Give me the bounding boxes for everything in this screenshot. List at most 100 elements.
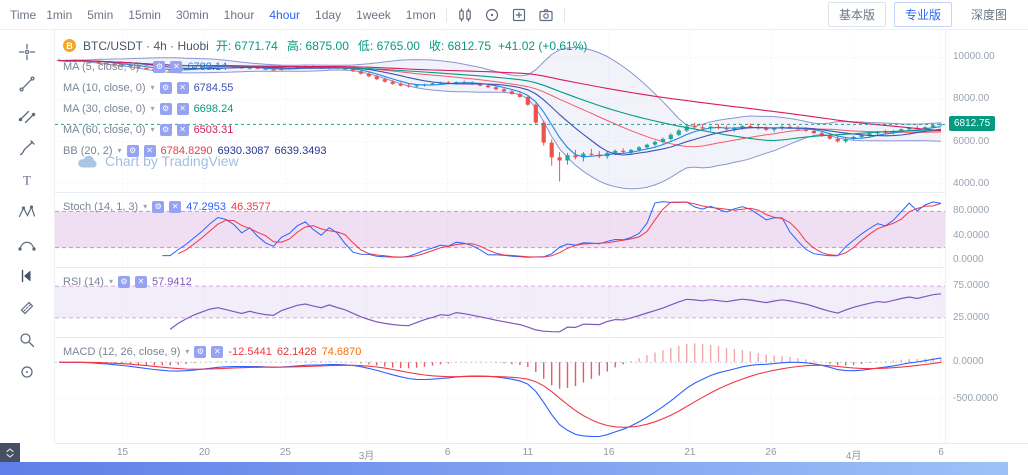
overlay-legend-2: MA (30, close, 0) ▾ ⚙ ✕ 6698.24 — [63, 98, 327, 119]
time-axis-label: 21 — [684, 447, 696, 458]
interval-30min[interactable]: 30min — [175, 7, 209, 22]
version-tab-3[interactable]: 深度图 — [959, 2, 1018, 27]
parallel-channel-icon[interactable] — [14, 106, 40, 126]
macd-legend-caret-icon[interactable]: ▾ — [185, 347, 190, 356]
overlay-legend-1-value-0: 6784.55 — [193, 81, 234, 94]
axis-label: 80.0000 — [953, 205, 990, 217]
stoch-legend-caret-icon[interactable]: ▾ — [143, 202, 148, 211]
macd-pane[interactable] — [55, 337, 945, 443]
price-pane[interactable] — [55, 30, 945, 192]
overlay-legend-0-value-0: 6788.14 — [187, 60, 228, 73]
interval-1hour[interactable]: 1hour — [223, 7, 255, 22]
price-axis[interactable]: 10000.00 8000.00 6000.00 4000.00 6812.75 80.0… — [945, 30, 1028, 443]
time-axis-label: 4月 — [845, 451, 862, 462]
macd-legend: MACD (12, 26, close, 9) ▾ ⚙ ✕ -12.5441 62.142… — [63, 341, 361, 362]
overlay-legend-0-settings-icon[interactable]: ⚙ — [153, 60, 166, 73]
rsi-legend-caret-icon[interactable]: ▾ — [108, 277, 113, 286]
overlay-legend-4-value-1: 6930.3087 — [217, 144, 270, 157]
overlay-legend-0-label: MA (5, close, 0) — [63, 60, 140, 73]
chart-style-icon[interactable] — [457, 7, 473, 23]
chart-tool-icons — [457, 7, 554, 23]
ruler-icon[interactable] — [14, 298, 40, 318]
pane-separator[interactable] — [55, 192, 1028, 193]
interval-1week[interactable]: 1week — [356, 7, 391, 22]
overlay-legend-3-value-0: 6503.31 — [193, 123, 234, 136]
overlay-legend-4-caret-icon[interactable]: ▾ — [117, 146, 122, 155]
pane-separator[interactable] — [55, 267, 1028, 268]
magnifier-icon[interactable] — [14, 330, 40, 350]
overlay-legend-3-caret-icon[interactable]: ▾ — [150, 125, 155, 134]
overlay-legend-4-settings-icon[interactable]: ⚙ — [126, 144, 139, 157]
time-axis-label: 11 — [522, 447, 534, 458]
trend-line-icon[interactable] — [14, 74, 40, 94]
ohlc-values: 开: 6771.74 高: 6875.00 低: 6765.00 收: 6812.75 — [216, 37, 491, 54]
version-tab-1[interactable]: 基本版 — [827, 2, 886, 27]
time-axis-label: 15 — [116, 447, 129, 458]
axis-label: -500.0000 — [953, 393, 999, 405]
axis-label: 40.0000 — [953, 229, 990, 241]
interval-1day[interactable]: 1day — [315, 7, 342, 22]
pane-separator[interactable] — [55, 337, 1028, 338]
axis-label: 0.0000 — [953, 253, 984, 265]
overlay-legend-0: MA (5, close, 0) ▾ ⚙ ✕ 6788.14 — [63, 56, 327, 77]
rsi-legend: RSI (14) ▾ ⚙ ✕ 57.9412 — [63, 271, 192, 292]
horizontal-scrollbar[interactable] — [0, 462, 1008, 475]
interval-selector: 1min 5min 15min 30min 1hour 4hour 1day 1week 1mo… — [46, 8, 436, 22]
toolbar-scroll-button[interactable] — [0, 443, 20, 462]
overlay-legends: MA (5, close, 0) ▾ ⚙ ✕ 6788.14 MA (10, close,… — [63, 56, 327, 161]
time-label: Time — [10, 7, 37, 22]
collapse-toolbar-icon[interactable] — [14, 266, 40, 286]
macd-legend-value-0: -12.5441 — [228, 345, 272, 358]
macd-legend-remove-icon[interactable]: ✕ — [211, 345, 224, 358]
interval-15min[interactable]: 15min — [128, 7, 161, 22]
overlay-legend-0-caret-icon[interactable]: ▾ — [144, 62, 149, 71]
rsi-legend-settings-icon[interactable]: ⚙ — [117, 275, 130, 288]
version-tab-2[interactable]: 专业版 — [893, 2, 952, 27]
compare-icon[interactable] — [511, 7, 527, 23]
marker-tool-icon[interactable] — [14, 362, 40, 382]
time-axis[interactable]: 15 20 25 3月 6 11 16 21 26 4月 6 — [55, 443, 945, 462]
overlay-legend-2-settings-icon[interactable]: ⚙ — [159, 102, 172, 115]
overlay-legend-0-remove-icon[interactable]: ✕ — [170, 60, 183, 73]
overlay-legend-2-value-0: 6698.24 — [193, 102, 234, 115]
text-tool-icon[interactable]: T — [14, 170, 40, 190]
overlay-legend-1-caret-icon[interactable]: ▾ — [150, 83, 155, 92]
rsi-pane[interactable] — [55, 267, 945, 337]
rsi-legend-label: RSI (14) — [63, 275, 104, 288]
overlay-legend-4: BB (20, 2) ▾ ⚙ ✕ 6784.8290 6930.3087 6639.3493 — [63, 140, 327, 161]
xabcd-pattern-icon[interactable] — [14, 202, 40, 222]
stoch-pane[interactable] — [55, 192, 945, 267]
stoch-legend-settings-icon[interactable]: ⚙ — [152, 200, 165, 213]
overlay-legend-3-remove-icon[interactable]: ✕ — [176, 123, 189, 136]
time-axis-label: 16 — [603, 447, 615, 458]
overlay-legend-4-value-2: 6639.3493 — [274, 144, 327, 157]
chart-area[interactable]: B BTC/USDT · 4h · Huobi 开: 6771.74 高: 687… — [55, 30, 1028, 443]
overlay-legend-1-settings-icon[interactable]: ⚙ — [159, 81, 172, 94]
interval-4hour[interactable]: 4hour — [269, 7, 301, 22]
indicator-icon[interactable] — [484, 7, 500, 23]
macd-legend-settings-icon[interactable]: ⚙ — [194, 345, 207, 358]
rsi-legend-remove-icon[interactable]: ✕ — [134, 275, 147, 288]
interval-1min[interactable]: 1min — [46, 7, 73, 22]
drawing-toolbar: T — [0, 30, 55, 443]
axis-label: 4000.00 — [953, 177, 990, 189]
last-price-badge: 6812.75 — [949, 116, 996, 132]
rsi-legend-value-0: 57.9412 — [151, 275, 192, 288]
interval-5min[interactable]: 5min — [87, 7, 114, 22]
overlay-legend-2-remove-icon[interactable]: ✕ — [176, 102, 189, 115]
interval-1mon[interactable]: 1mon — [405, 7, 436, 22]
overlay-legend-2-caret-icon[interactable]: ▾ — [150, 104, 155, 113]
overlay-legend-4-remove-icon[interactable]: ✕ — [143, 144, 156, 157]
crosshair-icon[interactable] — [14, 42, 40, 62]
stoch-legend-remove-icon[interactable]: ✕ — [169, 200, 182, 213]
overlay-legend-3-settings-icon[interactable]: ⚙ — [159, 123, 172, 136]
screenshot-icon[interactable] — [538, 7, 554, 23]
symbol-title: BTC/USDT · 4h · Huobi — [83, 38, 209, 53]
brush-icon[interactable] — [14, 138, 40, 158]
overlay-legend-4-label: BB (20, 2) — [63, 144, 113, 157]
overlay-legend-1-remove-icon[interactable]: ✕ — [176, 81, 189, 94]
arc-tool-icon[interactable] — [14, 234, 40, 254]
topbar: Time 1min 5min 15min 30min 1hour 4hour 1day 1we… — [0, 0, 1028, 30]
stoch-legend-label: Stoch (14, 1, 3) — [63, 200, 139, 213]
